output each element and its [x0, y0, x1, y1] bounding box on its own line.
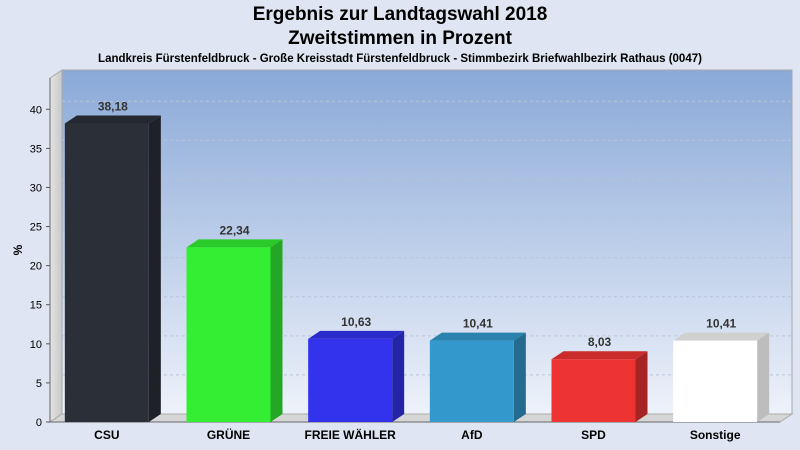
- y-tick-label: 25: [30, 222, 42, 234]
- data-label: 10,41: [706, 317, 736, 331]
- data-label: 10,63: [341, 315, 371, 329]
- x-tick-label: CSU: [94, 428, 119, 442]
- bar-front: [429, 340, 514, 422]
- y-tick-label: 30: [30, 182, 42, 194]
- bar-front: [551, 359, 636, 422]
- x-tick-label: FREIE WÄHLER: [304, 427, 396, 442]
- y-tick-label: 10: [30, 339, 42, 351]
- bar-side: [635, 351, 648, 422]
- bar-front: [186, 247, 271, 422]
- x-tick-label: Sonstige: [690, 428, 741, 442]
- bar-afd: [429, 332, 526, 422]
- data-label: 10,41: [463, 317, 493, 331]
- bar-side: [392, 330, 405, 422]
- bar-top: [186, 239, 283, 248]
- y-tick-label: 5: [36, 378, 42, 390]
- bar-freie-w-hler: [308, 330, 405, 422]
- bar-top: [673, 332, 770, 341]
- x-tick-label: AfD: [461, 428, 483, 442]
- side-wall: [49, 69, 63, 423]
- bar-side: [513, 332, 526, 422]
- x-tick-label: SPD: [581, 428, 606, 442]
- y-tick-label: 0: [36, 417, 42, 429]
- data-label: 22,34: [219, 223, 249, 237]
- data-label: 8,03: [588, 335, 612, 349]
- x-tick-label: GRÜNE: [207, 427, 250, 442]
- chart-title: Ergebnis zur Landtagswahl 2018: [252, 4, 548, 25]
- y-axis-label: %: [11, 244, 25, 255]
- y-tick-label: 40: [30, 104, 42, 116]
- bar-side: [270, 239, 283, 422]
- bar-front: [673, 340, 758, 422]
- chart-title-line2: Zweitstimmen in Prozent: [288, 28, 512, 49]
- bar-top: [551, 351, 648, 360]
- bar-csu: [64, 115, 161, 422]
- bar-gr-ne: [186, 239, 283, 422]
- y-tick-label: 20: [30, 261, 42, 273]
- bar-front: [308, 338, 393, 422]
- data-label: 38,18: [98, 100, 128, 114]
- y-tick-label: 35: [30, 143, 42, 155]
- bar-side: [757, 332, 770, 422]
- bar-front: [64, 123, 149, 422]
- bar-spd: [551, 351, 648, 422]
- bar-sonstige: [673, 332, 770, 422]
- bar-top: [429, 332, 526, 341]
- bar-side: [148, 115, 161, 422]
- bar-top: [64, 115, 161, 124]
- chart-subtitle: Landkreis Fürstenfeldbruck - Große Kreis…: [98, 53, 702, 65]
- bar-top: [308, 330, 405, 339]
- y-tick-label: 15: [30, 300, 42, 312]
- plot-background: [61, 69, 793, 415]
